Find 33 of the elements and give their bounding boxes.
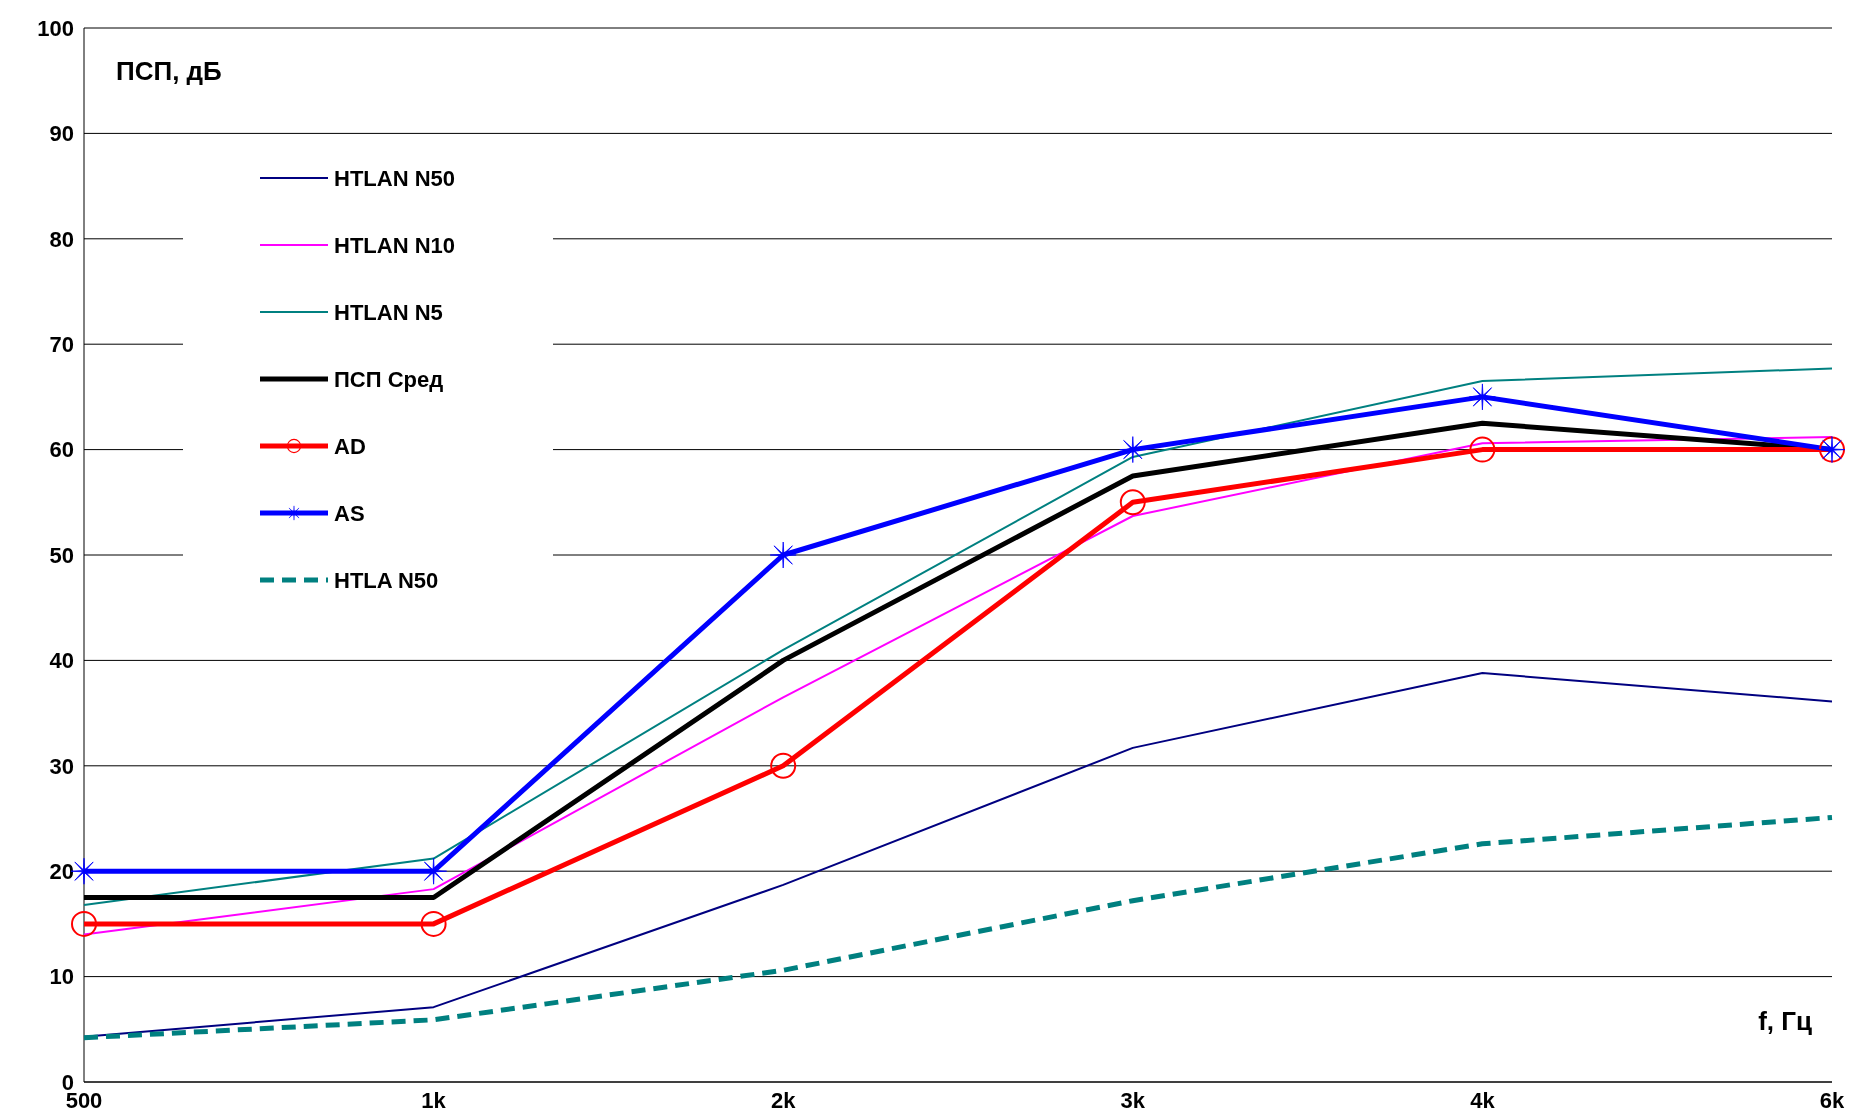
x-tick-label: 4k (1470, 1088, 1496, 1113)
x-tick-label: 3k (1120, 1088, 1146, 1113)
legend-label: ПСП Сред (334, 366, 444, 392)
point (1119, 436, 1147, 463)
x-tick-label: 6k (1819, 1088, 1845, 1113)
legend-label: HTLAN N5 (334, 299, 443, 325)
point (770, 752, 797, 779)
legend-label: HTLAN N10 (334, 232, 456, 258)
x-axis-title: f, Гц (1758, 1006, 1813, 1036)
y-tick-label: 10 (49, 964, 74, 990)
point (420, 857, 447, 885)
legend-label: HTLAN N50 (334, 165, 456, 191)
legend-label: AS (334, 500, 365, 526)
point (71, 910, 97, 937)
legend-label: AD (334, 433, 366, 459)
y-tick-label: 50 (49, 542, 74, 568)
y-tick-label: 90 (49, 121, 74, 147)
y-tick-label: 100 (37, 15, 74, 41)
y-tick-label: 40 (49, 648, 74, 674)
point (1469, 383, 1496, 411)
x-tick-label: 1k (421, 1088, 447, 1113)
y-tick-label: 60 (49, 437, 74, 463)
y-tick-label: 80 (49, 226, 74, 252)
point (1469, 436, 1496, 463)
point (769, 541, 797, 569)
y-tick-label: 70 (49, 331, 74, 357)
point (420, 910, 447, 937)
y-axis-title: ПСП, дБ (116, 56, 222, 86)
legend-label: HTLA N50 (334, 567, 439, 593)
point (1119, 489, 1146, 516)
x-tick-label: 2k (770, 1088, 797, 1113)
y-tick-label: 20 (49, 858, 74, 884)
y-tick-label: 30 (49, 753, 74, 779)
